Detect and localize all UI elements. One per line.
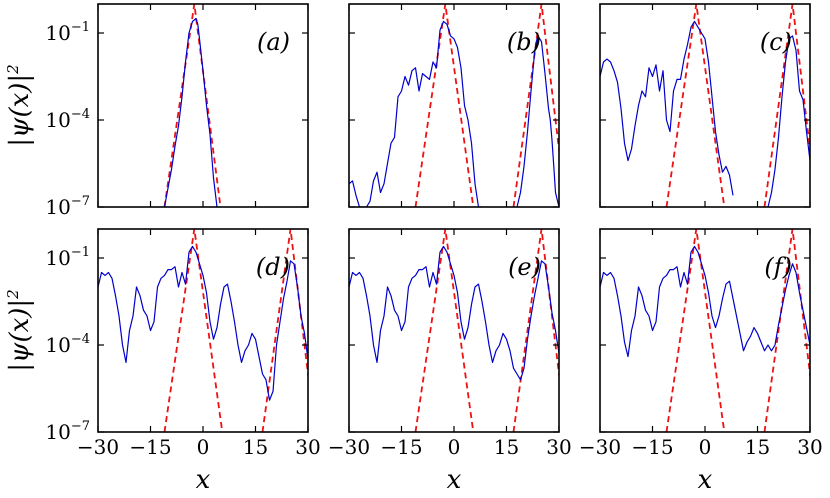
panel-d: (d) [97, 228, 309, 433]
panel-label-a: (a) [257, 28, 290, 56]
panel-label-e: (e) [508, 253, 541, 281]
envelope-line-e-1 [512, 229, 559, 432]
panel-label-f: (f) [764, 253, 792, 281]
xtick-label-d-1: −15 [129, 435, 171, 459]
wavefunction-line-f-0 [600, 245, 810, 358]
envelope-line-c-1 [763, 4, 810, 207]
plot-area-b [349, 4, 559, 207]
panel-label-b: (b) [507, 28, 541, 56]
xtick-label-d-4: 30 [295, 435, 320, 459]
xtick-label-f-1: −15 [631, 435, 673, 459]
y-axis-title-row-2: |ψ(x)|2 [4, 289, 35, 371]
envelope-line-f-0 [665, 229, 726, 432]
plot-area-a [163, 4, 222, 207]
x-axis-title-d: x [196, 465, 211, 495]
envelope-line-d-0 [163, 229, 224, 432]
xtick-label-e-4: 30 [546, 435, 571, 459]
y-axis-title-row-1: |ψ(x)|2 [4, 64, 35, 146]
plot-area-c [600, 4, 810, 207]
wavefunction-line-e-0 [349, 245, 559, 381]
envelope-line-b-0 [414, 4, 475, 207]
xtick-label-e-2: 0 [448, 435, 461, 459]
xtick-label-f-2: 0 [699, 435, 712, 459]
wavefunction-line-c-0 [600, 20, 734, 196]
panel-e: (e) [348, 228, 560, 433]
x-axis-title-e: x [447, 465, 462, 495]
ytick-label-a-1: 10−4 [45, 107, 90, 132]
envelope-line-c-0 [665, 4, 726, 207]
ytick-label-a-0: 10−1 [45, 20, 90, 45]
panel-f: (f) [599, 228, 811, 433]
xtick-label-d-0: −30 [77, 435, 119, 459]
x-axis-title-f: x [698, 465, 713, 495]
plot-area-e [349, 229, 559, 432]
plot-area-f [600, 229, 810, 432]
panels-layer: (a) (b) (c) (d) (e) (f) [97, 3, 811, 433]
panel-label-d: (d) [256, 253, 290, 281]
xtick-label-f-4: 30 [797, 435, 822, 459]
ytick-label-a-2: 10−7 [45, 194, 90, 219]
ytick-label-d-1: 10−4 [45, 332, 90, 357]
xtick-label-d-3: 15 [243, 435, 268, 459]
wavefunction-line-d-0 [98, 245, 308, 401]
wavefunction-line-b-1 [516, 35, 559, 207]
panel-a: (a) [97, 3, 309, 208]
xtick-label-e-0: −30 [328, 435, 370, 459]
wavefunction-line-c-1 [767, 35, 810, 207]
xtick-label-e-3: 15 [494, 435, 519, 459]
xtick-label-f-3: 15 [745, 435, 770, 459]
envelope-line-d-1 [261, 229, 308, 432]
labels-layer: 10−110−410−710−110−410−7−30 −15 0 15 30x−30−… [4, 20, 823, 495]
xtick-label-d-2: 0 [197, 435, 210, 459]
ytick-label-d-0: 10−1 [45, 245, 90, 270]
envelope-line-b-1 [512, 4, 559, 207]
xtick-label-e-1: −15 [380, 435, 422, 459]
ytick-label-d-2: 10−7 [45, 419, 90, 444]
panel-b: (b) [348, 3, 560, 208]
xtick-label-f-0: −30 [579, 435, 621, 459]
envelope-line-a-0 [163, 4, 222, 207]
wavefunction-line-a-0 [163, 17, 218, 207]
envelope-line-e-0 [414, 229, 475, 432]
wavefunction-line-b-0 [349, 20, 482, 207]
panel-label-c: (c) [760, 28, 792, 56]
panel-c: (c) [599, 3, 811, 208]
envelope-line-f-1 [763, 229, 810, 432]
plot-area-d [98, 229, 308, 432]
